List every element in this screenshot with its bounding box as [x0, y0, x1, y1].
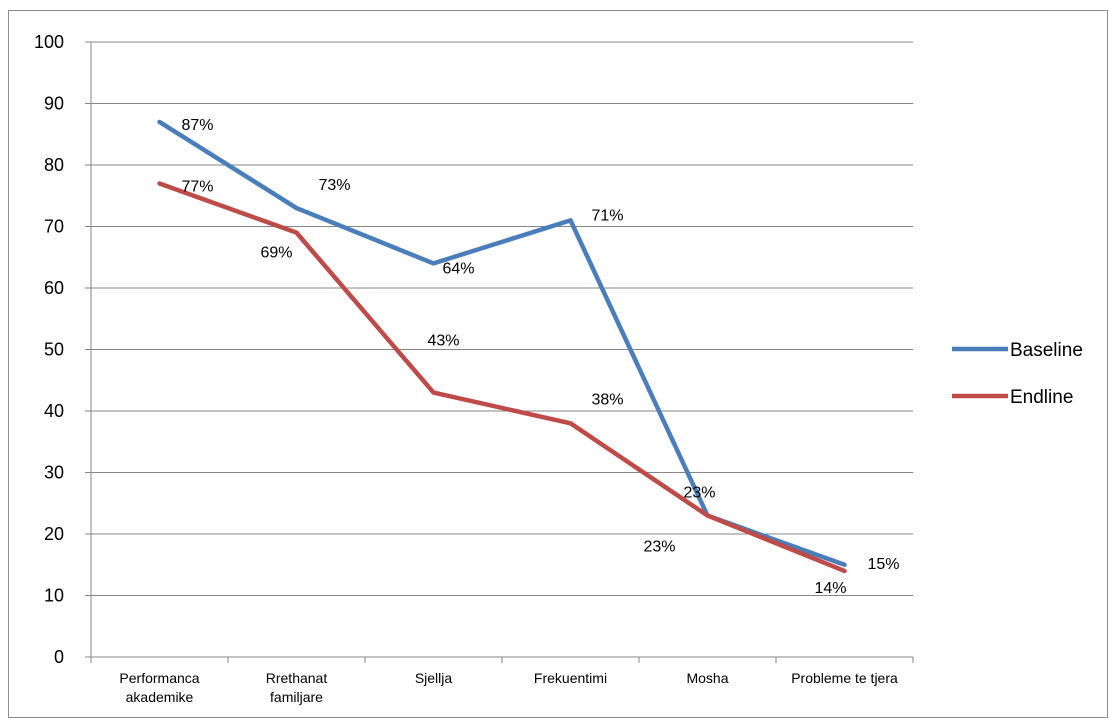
data-labels: 87% 73% 64% 71% 23% 15% 77% 69% 43% 38% 23% 14% — [182, 117, 900, 597]
legend-label-baseline: Baseline — [1010, 340, 1083, 361]
x-tick-label: Performanca akademike — [119, 670, 199, 705]
series-lines — [157, 119, 847, 574]
y-tick-label: 50 — [44, 340, 64, 360]
y-tick-label: 70 — [44, 217, 64, 237]
data-label-baseline: 71% — [592, 207, 624, 224]
y-tick-label: 0 — [54, 647, 64, 667]
series-line-endline — [157, 181, 847, 574]
y-tick-label: 30 — [44, 463, 64, 483]
data-label-baseline: 73% — [319, 177, 351, 194]
data-label-baseline: 23% — [684, 485, 716, 502]
x-tick-label: Sjellja — [415, 670, 453, 686]
data-label-endline: 77% — [182, 178, 214, 195]
y-tick-label: 40 — [44, 401, 64, 421]
y-tick-label: 90 — [44, 94, 64, 114]
data-label-endline: 14% — [815, 580, 847, 597]
x-tick-label: Probleme te tjera — [791, 670, 898, 686]
data-label-endline: 23% — [644, 539, 676, 556]
x-tick-label: Frekuentimi — [534, 670, 607, 686]
series-line-baseline — [157, 119, 847, 567]
data-label-endline: 38% — [592, 391, 624, 408]
x-tick-label: Mosha — [686, 670, 728, 686]
data-label-baseline: 87% — [182, 117, 214, 134]
legend: Baseline Endline — [952, 340, 1083, 408]
axes: 0 10 20 30 40 50 60 70 80 90 100 Performanca akademi… — [34, 32, 914, 705]
x-tick-label: Rrethanat familjare — [266, 670, 328, 705]
legend-label-endline: Endline — [1010, 387, 1073, 408]
data-label-baseline: 15% — [868, 556, 900, 573]
data-label-endline: 43% — [428, 333, 460, 350]
y-tick-label: 10 — [44, 586, 64, 606]
data-label-baseline: 64% — [443, 260, 475, 277]
data-label-endline: 69% — [261, 245, 293, 262]
y-tick-label: 80 — [44, 155, 64, 175]
y-tick-label: 60 — [44, 278, 64, 298]
y-tick-label: 20 — [44, 524, 64, 544]
chart-frame — [8, 10, 1108, 718]
gridlines — [91, 41, 913, 596]
y-tick-label: 100 — [34, 32, 64, 52]
